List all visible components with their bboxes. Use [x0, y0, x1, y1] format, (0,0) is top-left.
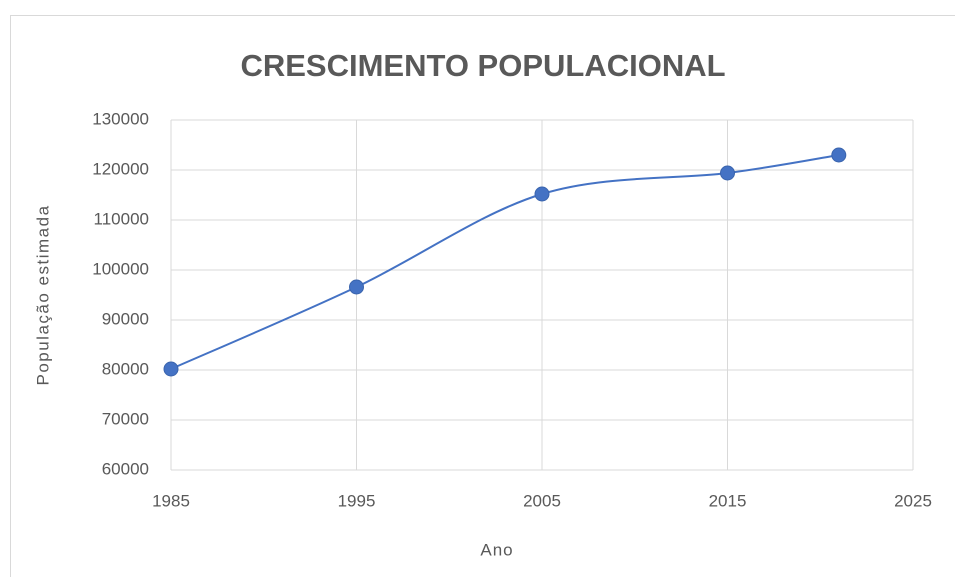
chart-frame: [10, 15, 955, 577]
chart-title: CRESCIMENTO POPULACIONAL: [240, 48, 725, 83]
y-tick-label: 70000: [102, 409, 149, 428]
x-tick-label: 2005: [523, 491, 561, 510]
series-line: [170, 154, 839, 370]
data-point: [349, 279, 364, 295]
data-point: [831, 147, 847, 163]
y-tick-label: 100000: [92, 259, 149, 278]
data-point: [720, 165, 735, 181]
data-point: [534, 186, 550, 202]
x-axis-label: Ano: [480, 540, 513, 559]
x-tick-label: 2015: [709, 491, 747, 510]
y-tick-label: 120000: [92, 159, 149, 178]
x-tick-label: 1985: [152, 491, 190, 510]
x-tick-label: 1995: [338, 491, 376, 510]
y-tick-label: 60000: [102, 459, 149, 478]
data-point: [163, 361, 179, 377]
y-tick-label: 110000: [94, 209, 149, 228]
y-tick-label: 90000: [102, 309, 149, 328]
y-tick-label: 80000: [102, 359, 149, 378]
y-tick-label: 130000: [92, 109, 149, 128]
y-axis-label: População estimada: [33, 204, 52, 385]
x-tick-label: 2025: [894, 491, 932, 510]
